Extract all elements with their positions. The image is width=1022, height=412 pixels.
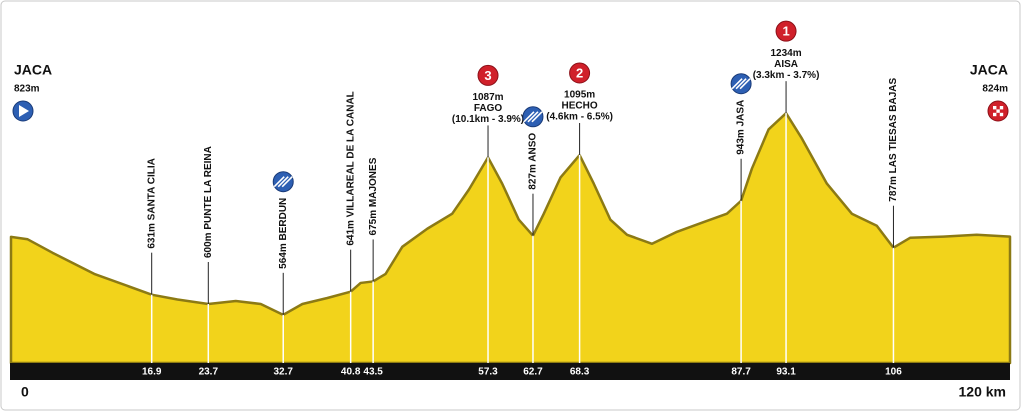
km-bar	[10, 363, 1010, 380]
waypoint-label: 564m BERDUN	[278, 198, 289, 269]
icon-stripe	[273, 176, 285, 188]
waypoint-label: 641m VILLAREAL DE LA CANAL	[345, 91, 356, 245]
finish-check	[999, 112, 1004, 117]
sprint-icon	[730, 73, 752, 95]
sprint-icon	[272, 171, 294, 193]
category-number: 1	[782, 24, 789, 39]
waypoint-label: 600m PUNTE LA REINA	[203, 146, 214, 258]
climb-info: (10.1km - 3.9%)	[452, 114, 524, 125]
category-icon	[775, 20, 797, 42]
climb-info: (4.6km - 6.5%)	[546, 112, 613, 123]
km-label: 16.9	[142, 367, 162, 378]
start-name: JACA	[14, 62, 52, 78]
finish-check	[993, 106, 997, 110]
x-tick-label: 0	[21, 384, 29, 400]
waypoint-label: 675m MAJONES	[368, 157, 379, 235]
finish-check	[996, 109, 1000, 113]
finish-elevation: 824m	[982, 84, 1008, 95]
finish-check	[999, 106, 1004, 110]
summit-name: FAGO	[474, 103, 503, 114]
icon-stripe	[731, 78, 743, 90]
start-elevation: 823m	[14, 84, 40, 95]
icon-stripe	[281, 176, 293, 188]
category-number: 2	[576, 65, 583, 80]
km-label: 23.7	[199, 367, 219, 378]
km-label: 93.1	[776, 367, 796, 378]
waypoint-label: 787m LAS TIESAS BAJAS	[888, 77, 899, 201]
start-arrow	[19, 105, 29, 117]
km-label: 62.7	[523, 367, 543, 378]
icon-stripe	[527, 111, 539, 123]
icon-stripe	[735, 78, 747, 90]
profile-area	[9, 111, 1012, 365]
category-icon	[477, 64, 499, 86]
icon-stripe	[277, 176, 289, 188]
climb-info: (3.3km - 3.7%)	[753, 70, 820, 81]
summit-elevation: 1087m	[472, 92, 503, 103]
summit-name: HECHO	[562, 101, 598, 112]
km-label: 40.8	[341, 367, 361, 378]
km-label: 87.7	[731, 367, 751, 378]
km-label: 32.7	[273, 367, 293, 378]
summit-elevation: 1095m	[564, 90, 595, 101]
waypoint-label: 943m JASA	[736, 100, 747, 155]
icon-stripe	[739, 78, 751, 90]
km-label: 106	[885, 367, 902, 378]
icon-stripe	[523, 111, 535, 123]
finish-name: JACA	[970, 62, 1008, 78]
km-label: 57.3	[478, 367, 498, 378]
finish-check	[993, 112, 997, 117]
waypoint-label: 827m ANSO	[528, 133, 539, 190]
category-icon	[569, 62, 591, 84]
sprint-icon	[522, 106, 544, 128]
icon-stripe	[531, 111, 543, 123]
summit-elevation: 1234m	[770, 48, 801, 59]
summit-name: AISA	[774, 59, 798, 70]
km-label: 68.3	[570, 367, 590, 378]
x-tick-label: 120 km	[959, 384, 1006, 400]
waypoint-label: 631m SANTA CILIA	[146, 158, 157, 249]
km-label: 43.5	[363, 367, 383, 378]
category-number: 3	[484, 68, 491, 83]
